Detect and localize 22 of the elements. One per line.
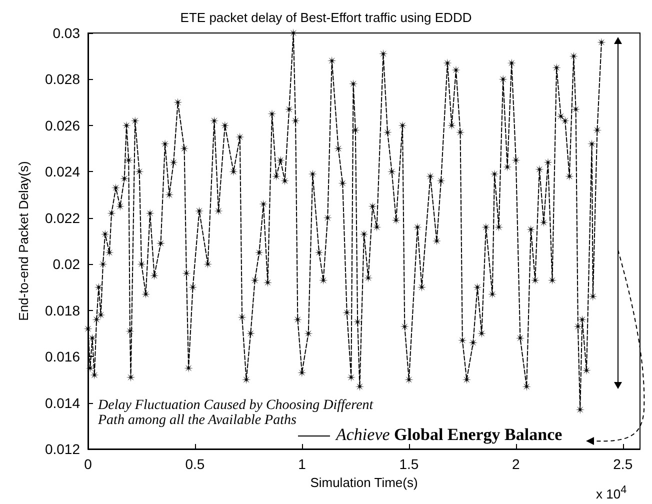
y-tick-label: 0.02	[52, 256, 80, 272]
y-tick-label: 0.012	[44, 441, 80, 457]
y-tick-label: 0.014	[44, 394, 80, 411]
x-tick-label: 2.5	[613, 456, 633, 472]
annotation: Achieve Global Energy Balance	[336, 425, 562, 444]
annotation: Delay Fluctuation Caused by Choosing Different Path among all the Available Paths	[98, 398, 374, 428]
chart-title: ETE packet delay of Best-Effort traffic using EDDD	[180, 10, 472, 25]
x-tick-label: 1.5	[399, 456, 419, 472]
y-tick-label: 0.026	[44, 117, 80, 134]
y-tick-label: 0.03	[52, 25, 80, 41]
x-tick-label: 2	[512, 456, 520, 472]
x-tick-label: 1	[298, 456, 306, 472]
y-tick-label: 0.018	[44, 302, 80, 318]
x-axis-title: Simulation Time(s)	[310, 474, 418, 490]
x-tick-label: 0	[84, 456, 92, 472]
text: x 10$^{4}$	[596, 484, 627, 502]
y-tick-label: 0.028	[44, 71, 80, 88]
y-tick-label: 0.016	[44, 348, 80, 365]
x-tick-label: 0.5	[185, 456, 205, 472]
y-tick-label: 0.022	[44, 210, 80, 226]
y-axis-title: End-to-end Packet Delay(s)	[16, 161, 31, 321]
y-tick-label: 0.024	[44, 164, 80, 180]
